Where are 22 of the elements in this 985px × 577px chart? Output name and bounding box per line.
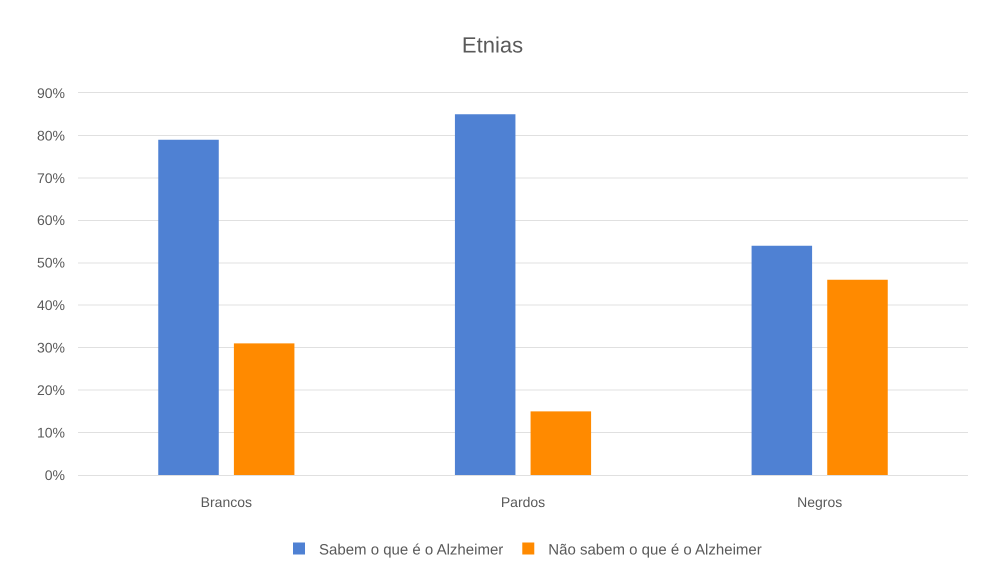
y-tick-label: 80%	[36, 127, 65, 144]
y-tick-label: 70%	[36, 170, 65, 186]
x-tick-label: Pardos	[500, 494, 546, 510]
y-tick-label: 30%	[36, 340, 65, 356]
chart-title: Etnias	[462, 32, 524, 58]
bar	[827, 280, 888, 475]
y-tick-label: 90%	[36, 84, 65, 101]
y-tick-label: 20%	[36, 382, 65, 398]
x-tick-label: Brancos	[200, 494, 252, 510]
y-tick-label: 50%	[36, 254, 65, 271]
bar	[530, 411, 592, 475]
y-tick-label: 40%	[36, 297, 65, 314]
bar	[454, 114, 516, 475]
y-tick-label: 10%	[36, 424, 65, 440]
y-tick-label: 0%	[44, 466, 65, 483]
legend-label: Não sabem o que é o Alzheimer	[548, 541, 762, 558]
bar	[234, 343, 294, 475]
legend-label: Sabem o que é o Alzheimer	[319, 541, 504, 558]
bar	[752, 246, 812, 475]
y-tick-label: 60%	[36, 212, 65, 228]
x-tick-label: Negros	[797, 494, 842, 510]
bar	[158, 140, 219, 475]
